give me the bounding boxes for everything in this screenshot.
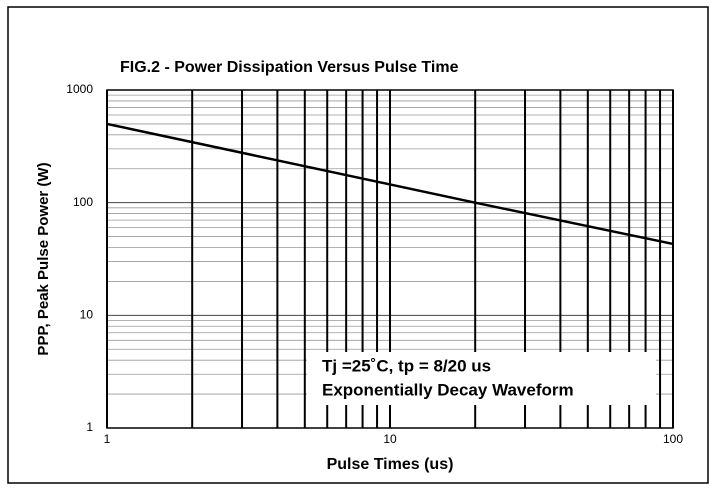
y-tick-label: 1: [86, 420, 93, 434]
y-tick-label: 100: [73, 195, 93, 209]
annotation: Tj =25˚C, tp = 8/20 us: [322, 356, 491, 375]
y-tick-label: 10: [80, 308, 94, 322]
y-tick-label: 1000: [66, 82, 93, 96]
data-line: [106, 122, 674, 246]
x-tick-label: 10: [383, 432, 397, 446]
x-tick-label: 1: [104, 432, 111, 446]
y-axis-label: PPP, Peak Pulse Power (W): [35, 162, 52, 355]
x-axis-label: Pulse Times (us): [327, 456, 454, 473]
annotation-box: [307, 352, 656, 405]
annotation: Exponentially Decay Waveform: [322, 380, 574, 399]
x-tick-label: 100: [663, 432, 683, 446]
plot-border: [106, 89, 674, 429]
chart-title: FIG.2 - Power Dissipation Versus Pulse T…: [120, 59, 459, 76]
